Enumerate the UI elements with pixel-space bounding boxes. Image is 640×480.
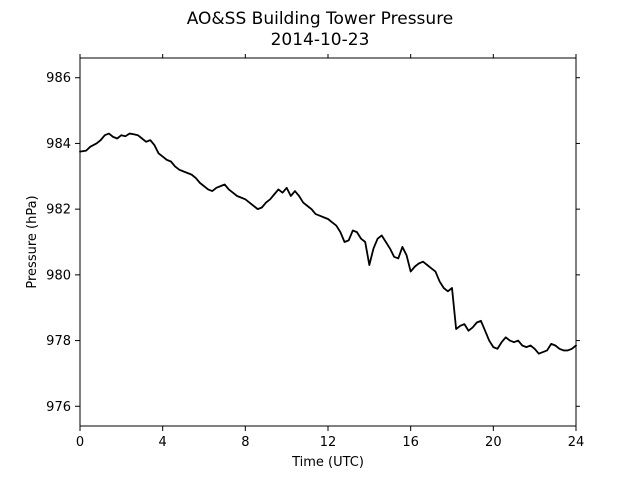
y-tick-label: 978 xyxy=(46,334,71,349)
chart-subtitle: 2014-10-23 xyxy=(271,30,370,50)
plot-area: 0 4 8 12 16 20 24 976 978 980 982 984 986 xyxy=(46,54,584,450)
pressure-series-line xyxy=(79,132,577,355)
x-tick-label: 4 xyxy=(159,435,167,450)
chart-title: AO&SS Building Tower Pressure xyxy=(187,9,454,29)
y-tick-label: 980 xyxy=(46,268,71,283)
y-tick-label: 984 xyxy=(46,137,71,152)
x-tick-label: 24 xyxy=(568,435,585,450)
y-tick-label: 982 xyxy=(46,203,71,218)
x-tick-label: 0 xyxy=(76,435,84,450)
x-axis-label: Time (UTC) xyxy=(291,455,364,470)
x-tick-label: 8 xyxy=(241,435,249,450)
y-tick-label: 986 xyxy=(46,71,71,86)
plot-frame xyxy=(79,57,577,427)
x-tick-label: 12 xyxy=(320,435,337,450)
y-axis-label: Pressure (hPa) xyxy=(25,195,40,288)
x-tick-label: 16 xyxy=(402,435,419,450)
y-tick-label: 976 xyxy=(46,400,71,415)
axis-ticks: 0 4 8 12 16 20 24 976 978 980 982 984 986 xyxy=(46,54,584,450)
x-tick-label: 20 xyxy=(485,435,502,450)
